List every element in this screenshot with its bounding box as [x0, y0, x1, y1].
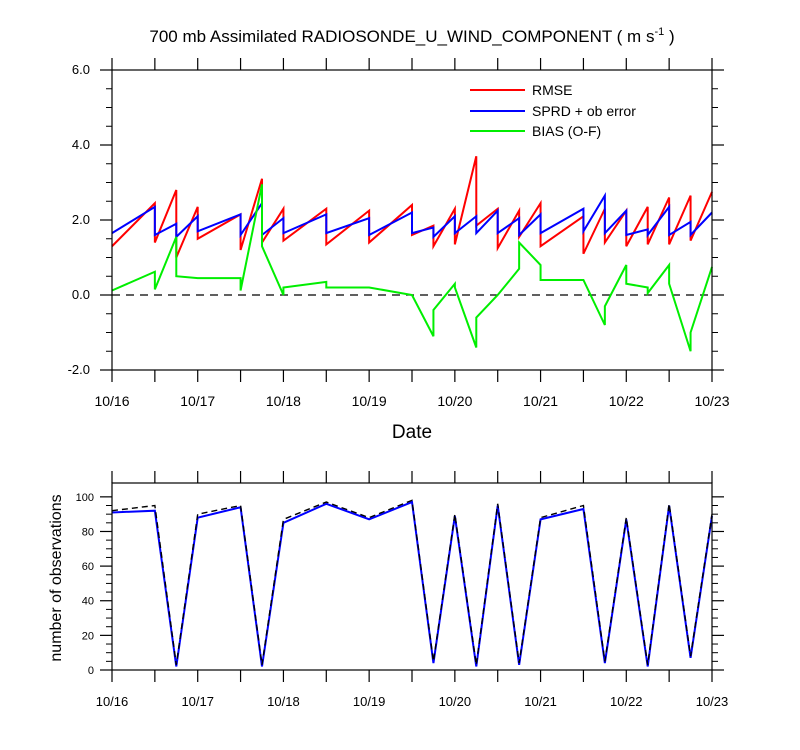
top-series-sprd: [111, 192, 713, 240]
bottom-chart-series: [111, 499, 713, 667]
bottom-y-tick-label: 100: [76, 492, 94, 504]
chart-title: 700 mb Assimilated RADIOSONDE_U_WIND_COM…: [149, 26, 674, 46]
x-axis-title: Date: [392, 422, 432, 443]
chart-title-superscript: -1: [654, 26, 664, 38]
bottom-x-tick-label: 10/23: [696, 694, 729, 709]
top-y-tick-label: 4.0: [72, 137, 90, 152]
top-y-tick-label: 2.0: [72, 212, 90, 227]
top-chart-ticks: 10/16 10/17 10/18 10/19 10/20 10/21 10/22 10/23…: [68, 58, 730, 409]
bottom-y-axis-title: number of observations: [48, 494, 65, 661]
bottom-x-tick-label: 10/20: [439, 694, 472, 709]
top-series-rmse: [111, 156, 713, 258]
bottom-chart-frame: [111, 482, 713, 671]
bottom-series-total: [111, 499, 713, 665]
legend-label-rmse: RMSE: [532, 82, 572, 98]
top-chart-panel: 10/16 10/17 10/18 10/19 10/20 10/21 10/22 10/23…: [68, 58, 730, 409]
top-x-tick-label: 10/17: [180, 393, 215, 409]
top-y-tick-label: 6.0: [72, 62, 90, 77]
chart-title-main: 700 mb Assimilated RADIOSONDE_U_WIND_COM…: [149, 27, 654, 46]
top-y-tick-label: 0.0: [72, 287, 90, 302]
bottom-y-tick-label: 0: [88, 665, 94, 677]
bottom-chart-ticks: 10/16 10/17 10/18 10/19 10/20 10/21 10/22 10/23…: [76, 471, 729, 709]
bottom-x-tick-label: 10/22: [610, 694, 643, 709]
bottom-y-tick-label: 20: [82, 630, 94, 642]
bottom-x-tick-label: 10/21: [524, 694, 557, 709]
top-x-tick-label: 10/21: [523, 393, 558, 409]
top-x-tick-label: 10/22: [609, 393, 644, 409]
legend-label-bias: BIAS (O-F): [532, 123, 601, 139]
bottom-y-tick-label: 60: [82, 561, 94, 573]
top-x-tick-label: 10/19: [352, 393, 387, 409]
legend-label-sprd: SPRD + ob error: [532, 103, 636, 119]
top-x-tick-label: 10/20: [437, 393, 472, 409]
bottom-chart-panel: 10/16 10/17 10/18 10/19 10/20 10/21 10/22 10/23…: [76, 471, 729, 709]
top-x-tick-label: 10/16: [94, 393, 129, 409]
bottom-x-tick-label: 10/19: [353, 694, 386, 709]
bottom-y-tick-label: 40: [82, 596, 94, 608]
chart-title-close: ): [664, 27, 674, 46]
legend: RMSE SPRD + ob error BIAS (O-F): [470, 82, 636, 139]
top-y-tick-label: -2.0: [68, 362, 90, 377]
bottom-y-tick-label: 80: [82, 526, 94, 538]
bottom-x-tick-label: 10/18: [267, 694, 300, 709]
bottom-x-tick-label: 10/17: [181, 694, 214, 709]
top-chart-series: [111, 156, 713, 352]
top-x-tick-label: 10/18: [266, 393, 301, 409]
top-x-tick-label: 10/23: [694, 393, 729, 409]
bottom-series-used: [111, 500, 713, 667]
bottom-x-tick-label: 10/16: [96, 694, 129, 709]
